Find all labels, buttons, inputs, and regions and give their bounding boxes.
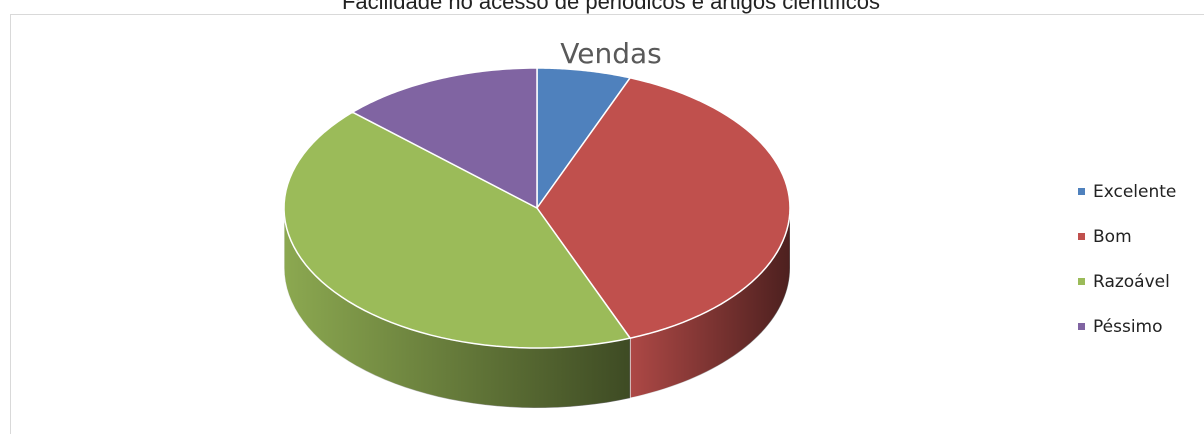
page-heading: Facilidade no acesso de periódicos e art…: [342, 0, 880, 14]
legend-label: Bom: [1093, 227, 1132, 247]
legend-swatch: [1078, 323, 1085, 330]
slice: [351, 67, 538, 210]
legend-label: Razoável: [1093, 272, 1170, 292]
slice: [536, 76, 791, 340]
slice: [536, 67, 632, 211]
legend-swatch: [1078, 233, 1085, 240]
slice: [283, 111, 632, 349]
legend-swatch: [1078, 278, 1085, 285]
chart-title: Vendas: [560, 37, 661, 70]
chart-frame: [10, 14, 1204, 434]
slice-side-shade: [284, 208, 631, 408]
legend-label: Péssimo: [1093, 317, 1163, 337]
slice-side-shade: [630, 208, 790, 399]
legend-label: Excelente: [1093, 182, 1176, 202]
legend-swatch: [1078, 188, 1085, 195]
